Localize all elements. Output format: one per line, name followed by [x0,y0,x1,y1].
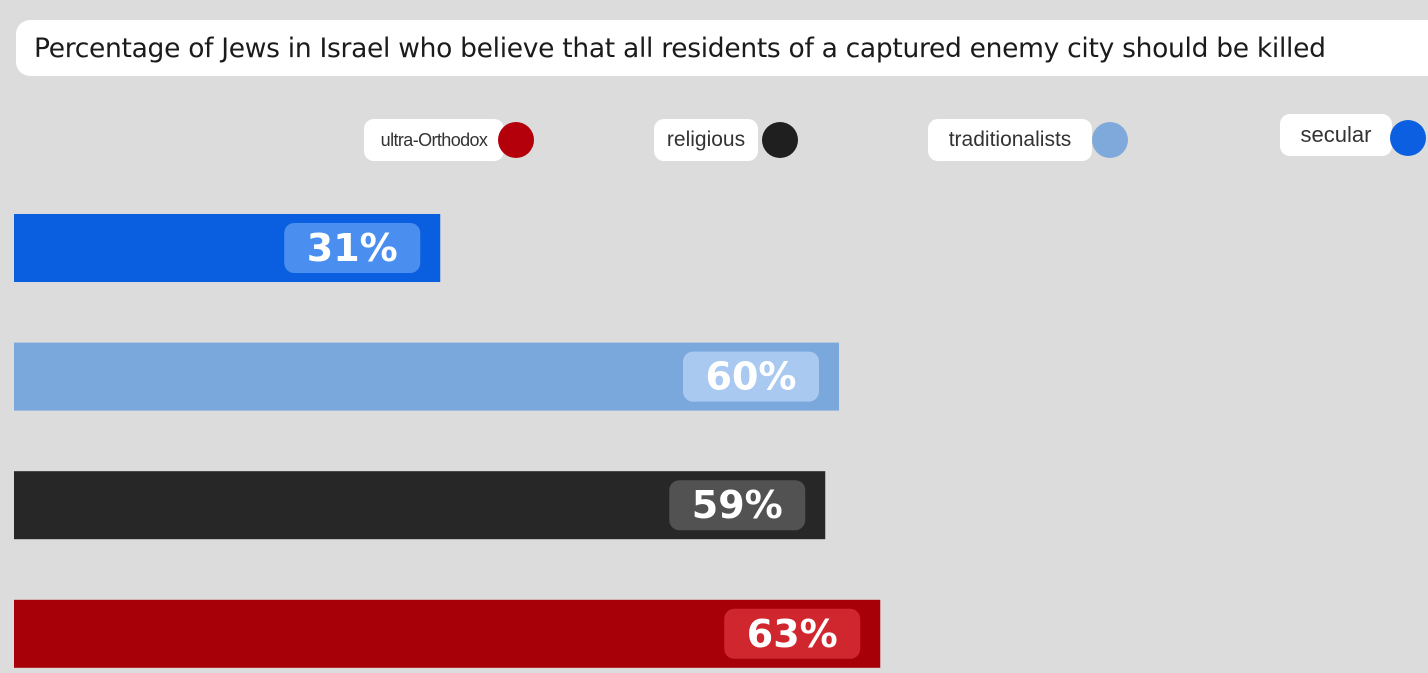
value-label-religious: 59% [692,483,783,527]
legend-swatch-ultra-orthodox [498,122,534,158]
legend-label-secular: secular [1280,114,1392,156]
value-badge-secular [284,223,421,273]
legend-swatch-traditionalists [1092,122,1128,158]
legend-label-ultra-orthodox: ultra-Orthodox [364,119,504,161]
value-label-traditionalists: 60% [706,355,797,399]
legend-swatch-secular [1390,120,1426,156]
value-badge-traditionalists [683,351,819,402]
legend-swatch-religious [762,122,798,158]
chart-title: Percentage of Jews in Israel who believe… [34,32,1326,64]
legend-label-religious: religious [654,119,758,161]
value-badge-ultra-orthodox [724,608,861,659]
value-label-secular: 31% [307,226,398,270]
value-badge-religious [669,480,806,531]
chart-title-box: Percentage of Jews in Israel who believe… [16,20,1428,76]
value-label-ultra-orthodox: 63% [747,612,838,656]
legend-label-traditionalists: traditionalists [928,119,1092,161]
